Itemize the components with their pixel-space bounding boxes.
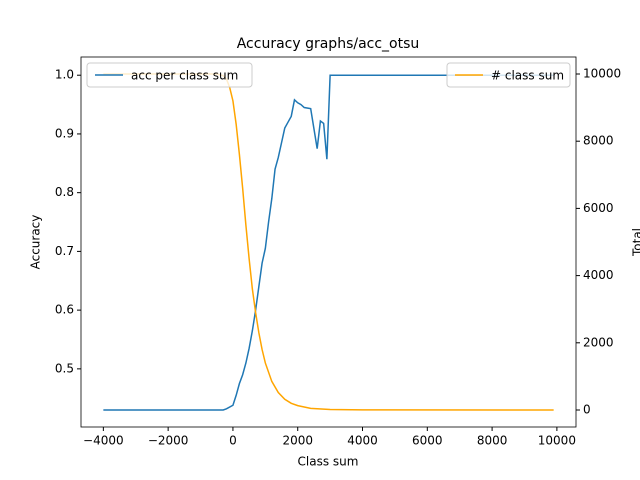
legend-label: acc per class sum (131, 69, 238, 83)
y2-tick-label: 10000 (583, 67, 621, 81)
x-tick-label: 2000 (282, 434, 313, 448)
legend-label: # class sum (491, 69, 564, 83)
y-tick-label: 0.5 (55, 361, 74, 375)
y2-axis-label: Total (631, 228, 640, 257)
y-tick-label: 0.9 (55, 126, 74, 140)
legend-box (446, 62, 571, 88)
y2-tick-label: 6000 (583, 201, 614, 215)
x-tick-label: −4000 (83, 434, 124, 448)
plot-frame (80, 56, 577, 428)
y2-tick-label: 4000 (583, 268, 614, 282)
x-tick-label: 6000 (412, 434, 443, 448)
legend-box (86, 62, 253, 88)
x-tick-label: 8000 (477, 434, 508, 448)
line (103, 74, 554, 411)
y-tick-label: 0.7 (55, 244, 74, 258)
y-tick-label: 1.0 (55, 68, 74, 82)
x-tick-label: 4000 (347, 434, 378, 448)
x-tick-label: −2000 (148, 434, 189, 448)
y2-tick-label: 2000 (583, 335, 614, 349)
y2-tick-label: 0 (583, 402, 591, 416)
x-tick-label: 10000 (538, 434, 576, 448)
y-tick-label: 0.6 (55, 303, 74, 317)
y-axis-label: Accuracy (29, 215, 43, 270)
y-tick-label: 0.8 (55, 185, 74, 199)
y2-tick-label: 8000 (583, 134, 614, 148)
x-tick-label: 0 (229, 434, 237, 448)
x-axis-label: Class sum (298, 455, 359, 469)
chart-title: Accuracy graphs/acc_otsu (237, 36, 420, 52)
